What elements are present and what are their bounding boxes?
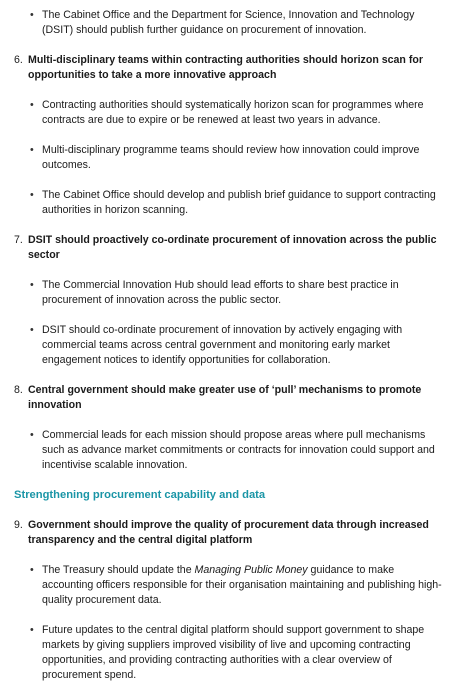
bullet: DSIT should co-ordinate procurement of i… <box>14 323 445 368</box>
italic-title: Managing Public Money <box>194 564 308 576</box>
text: The Treasury should update the <box>42 564 195 576</box>
item-number: 6. <box>14 54 23 66</box>
bullet: Future updates to the central digital pl… <box>14 623 445 683</box>
numbered-heading: 9. Government should improve the quality … <box>14 518 445 548</box>
item-number: 8. <box>14 384 23 396</box>
numbered-heading: 7. DSIT should proactively co-ordinate pr… <box>14 233 445 263</box>
bullet: The Cabinet Office and the Department fo… <box>14 8 445 38</box>
numbered-heading: 8. Central government should make greater… <box>14 383 445 413</box>
bullet: Contracting authorities should systemati… <box>14 98 445 128</box>
item-number: 7. <box>14 234 23 246</box>
text: guidance to make accounting officers res… <box>42 564 442 606</box>
bullet: The Treasury should update the Managing … <box>14 563 445 608</box>
bullet: The Cabinet Office should develop and pu… <box>14 188 445 218</box>
numbered-heading: 6. Multi-disciplinary teams within contra… <box>14 53 445 83</box>
item-number: 9. <box>14 519 23 531</box>
bullet: Commercial leads for each mission should… <box>14 428 445 473</box>
heading-text: Multi-disciplinary teams within contract… <box>28 54 423 81</box>
bullet: The Commercial Innovation Hub should lea… <box>14 278 445 308</box>
heading-text: Government should improve the quality of… <box>28 519 429 546</box>
bullet: Multi-disciplinary programme teams shoul… <box>14 143 445 173</box>
heading-text: DSIT should proactively co-ordinate proc… <box>28 234 437 261</box>
section-heading: Strengthening procurement capability and… <box>14 489 266 501</box>
heading-text: Central government should make greater u… <box>28 384 422 411</box>
